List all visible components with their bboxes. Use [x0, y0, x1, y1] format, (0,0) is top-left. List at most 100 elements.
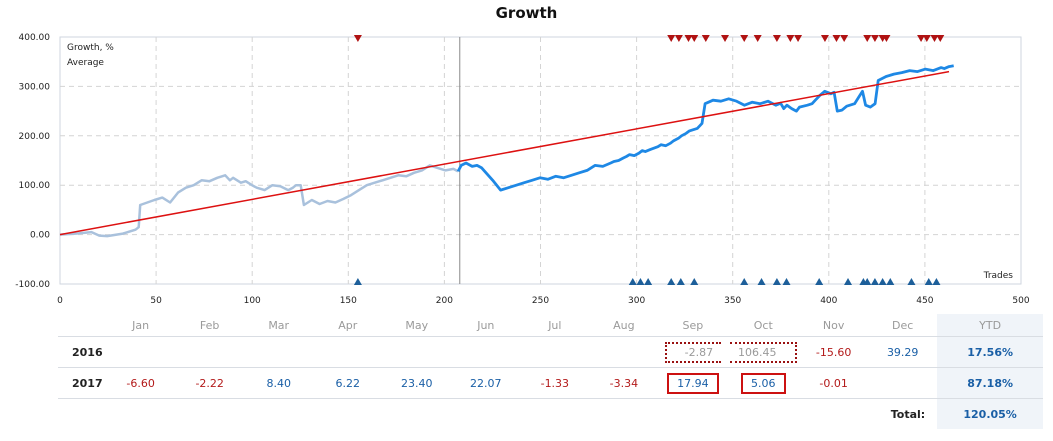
- sell-marker: [840, 35, 849, 42]
- growth-line-history: [59, 164, 459, 238]
- buy-marker: [863, 278, 872, 285]
- month-header: Jul: [520, 314, 590, 337]
- value-cell: -6.60: [106, 367, 176, 399]
- x-tick-label: 0: [57, 296, 63, 306]
- value-cell: [451, 336, 521, 368]
- month-header: Mar: [244, 314, 314, 337]
- sell-marker: [936, 35, 945, 42]
- buy-marker: [757, 278, 766, 285]
- sell-marker: [917, 35, 926, 42]
- sell-marker: [832, 35, 841, 42]
- value-cell: [868, 367, 938, 399]
- month-header: Apr: [313, 314, 383, 337]
- buy-marker: [644, 278, 653, 285]
- x-tick-label: 350: [724, 296, 741, 306]
- value-cell: 23.40: [382, 367, 452, 399]
- buy-marker: [782, 278, 791, 285]
- x-tick-label: 50: [150, 296, 162, 306]
- month-header: Sep: [658, 314, 728, 337]
- value-cell: [382, 336, 452, 368]
- value-cell: 22.07: [451, 367, 521, 399]
- buy-marker: [878, 278, 887, 285]
- year-cell: 2017: [58, 367, 107, 399]
- x-tick-label: 400: [820, 296, 837, 306]
- value-cell: [313, 336, 383, 368]
- x-tick-label: 450: [916, 296, 933, 306]
- legend-growth: Growth, %: [67, 43, 114, 53]
- buy-marker: [667, 278, 676, 285]
- sell-marker: [794, 35, 803, 42]
- value-cell: -0.01: [799, 367, 869, 399]
- sell-marker: [870, 35, 879, 42]
- ytd-header: YTD: [937, 314, 1043, 337]
- buy-marker: [907, 278, 916, 285]
- x-tick-label: 300: [628, 296, 645, 306]
- value-label: 22.07: [470, 376, 502, 390]
- axes: -100.00 0.00 100.00 200.00 300.00 400.00 0 50 10…: [15, 33, 1030, 306]
- sell-marker: [820, 35, 829, 42]
- y-tick-label: 200.00: [19, 132, 51, 142]
- legend: Growth, % Average: [67, 43, 114, 68]
- value-label: 39.29: [886, 345, 919, 359]
- buy-marker: [815, 278, 824, 285]
- sell-marker: [740, 35, 749, 42]
- value-label: 6.22: [335, 376, 360, 390]
- month-header: Nov: [799, 314, 869, 337]
- value-label: 8.40: [266, 376, 291, 390]
- y-tick-label: -100.00: [15, 280, 50, 290]
- ytd-cell: 87.18%: [937, 367, 1043, 399]
- value-label: -1.33: [540, 376, 570, 390]
- value-cell: -15.60: [799, 336, 869, 368]
- monthly-returns-table: Jan Feb Mar Apr May Jun Jul Aug Sep Oct Nov Dec YTD 2…: [58, 314, 1043, 429]
- value-cell: -2.87: [658, 336, 728, 368]
- value-cell: 39.29: [868, 336, 938, 368]
- table-row: 2016 -2.87 106.45 -15.60 39.29 17.56%: [58, 336, 1043, 368]
- buy-marker: [932, 278, 941, 285]
- value-cell: [520, 336, 590, 368]
- sell-marker: [772, 35, 781, 42]
- y-tick-label: 400.00: [19, 33, 51, 43]
- value-cell: 106.45: [727, 336, 800, 368]
- y-tick-label: 300.00: [19, 82, 51, 92]
- sell-marker: [786, 35, 795, 42]
- sell-marker: [863, 35, 872, 42]
- x-tick-label: 100: [244, 296, 261, 306]
- buy-marker: [628, 278, 637, 285]
- buy-marker: [636, 278, 645, 285]
- x-tick-label: 250: [532, 296, 549, 306]
- total-row: Total: 120.05%: [58, 398, 1043, 429]
- buy-marker: [924, 278, 933, 285]
- value-label: -2.22: [195, 376, 224, 390]
- value-label: 106.45: [730, 341, 797, 363]
- grid: [59, 36, 1022, 285]
- sell-marker: [667, 35, 676, 42]
- value-cell: [106, 336, 176, 368]
- buy-marker: [676, 278, 685, 285]
- sell-marker: [353, 35, 362, 42]
- value-cell: [244, 336, 314, 368]
- chart-title: Growth: [495, 4, 558, 22]
- year-header: [58, 314, 107, 337]
- y-tick-label: 100.00: [19, 181, 51, 191]
- buy-marker: [844, 278, 853, 285]
- value-label: 5.06: [741, 372, 786, 394]
- month-header: Aug: [589, 314, 659, 337]
- legend-average: Average: [67, 58, 104, 68]
- value-label: -0.01: [819, 376, 848, 390]
- value-cell: [175, 336, 245, 368]
- average-line: [59, 70, 950, 236]
- value-cell: 6.22: [313, 367, 383, 399]
- x-axis-label: Trades: [983, 271, 1014, 281]
- sell-marker: [753, 35, 762, 42]
- month-header: Dec: [868, 314, 938, 337]
- month-header: Jan: [106, 314, 176, 337]
- value-cell: -2.22: [175, 367, 245, 399]
- ytd-cell: 17.56%: [937, 336, 1043, 368]
- sell-marker: [922, 35, 931, 42]
- sell-marker: [684, 35, 693, 42]
- sell-marker: [930, 35, 939, 42]
- value-cell: 5.06: [727, 367, 800, 399]
- table-row: 2017 -6.60 -2.22 8.40 6.22 23.40 22.07 -1.33 -3.…: [58, 367, 1043, 399]
- month-header: Feb: [175, 314, 245, 337]
- month-header: Oct: [727, 314, 800, 337]
